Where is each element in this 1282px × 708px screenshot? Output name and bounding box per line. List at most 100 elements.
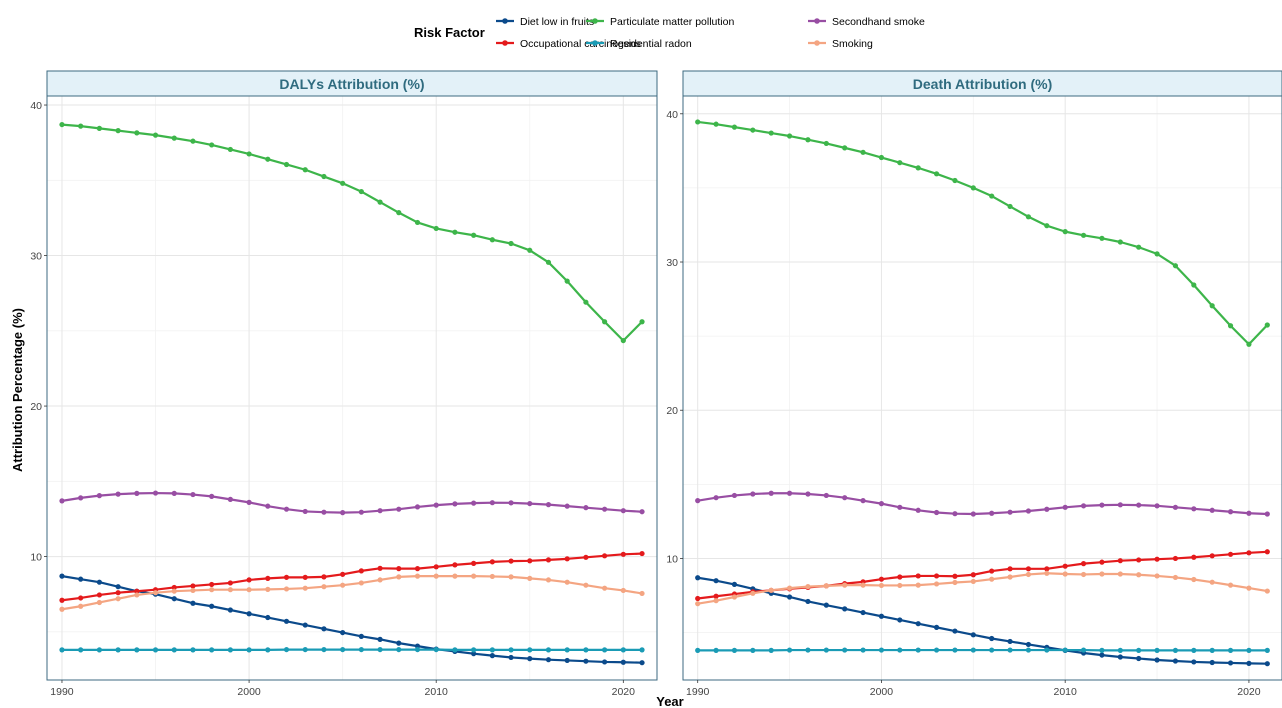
series-residential-radon xyxy=(59,646,645,653)
data-point xyxy=(134,647,140,653)
data-point xyxy=(321,509,327,515)
data-point xyxy=(283,161,290,168)
data-point xyxy=(695,119,701,125)
data-point xyxy=(952,579,958,586)
data-point xyxy=(527,247,533,253)
data-point xyxy=(842,582,848,588)
data-point xyxy=(878,501,885,507)
data-point xyxy=(396,640,402,646)
data-point xyxy=(190,587,196,594)
data-point xyxy=(96,599,102,606)
data-point xyxy=(190,600,196,606)
panel-dalys: DALYs Attribution (%) 10 20 30 40 1990 2000 201… xyxy=(30,70,658,698)
data-point xyxy=(59,121,65,128)
data-point xyxy=(1007,647,1013,653)
data-point xyxy=(227,146,233,153)
data-point xyxy=(246,587,252,593)
data-point xyxy=(414,566,421,572)
data-point xyxy=(989,193,995,199)
data-point xyxy=(358,580,364,586)
data-point xyxy=(59,573,65,579)
data-point xyxy=(1025,571,1032,578)
data-point xyxy=(1191,506,1197,512)
data-point xyxy=(152,132,159,138)
data-point xyxy=(246,611,252,617)
series-line xyxy=(697,572,1268,605)
data-point xyxy=(1099,559,1105,565)
data-point xyxy=(190,491,196,498)
data-point xyxy=(171,647,177,653)
x-tick-label: 1990 xyxy=(686,686,710,698)
data-point xyxy=(209,587,215,593)
y-tick-label: 10 xyxy=(30,552,42,564)
data-point xyxy=(1080,647,1087,653)
series-line xyxy=(61,123,643,342)
data-point xyxy=(321,626,327,632)
series-secondhand-smoke xyxy=(59,490,645,516)
legend-item-residential-radon: Residential radon xyxy=(586,38,692,50)
data-point xyxy=(396,646,402,653)
data-point xyxy=(545,502,552,508)
data-point xyxy=(583,299,589,305)
legend-key-point xyxy=(502,40,508,46)
data-point xyxy=(78,495,84,501)
data-point xyxy=(970,632,976,638)
data-point xyxy=(713,495,719,501)
data-point xyxy=(59,647,65,653)
data-point xyxy=(639,550,645,557)
data-point xyxy=(1191,659,1197,665)
data-point xyxy=(396,210,402,216)
data-point xyxy=(527,656,533,662)
data-point xyxy=(414,646,421,653)
data-point xyxy=(1007,566,1013,572)
data-point xyxy=(878,582,885,589)
data-point xyxy=(1191,647,1197,653)
data-point xyxy=(1209,553,1215,559)
data-point xyxy=(583,505,589,511)
data-point xyxy=(897,617,903,623)
data-point xyxy=(321,574,327,580)
data-point xyxy=(842,606,848,612)
data-point xyxy=(583,554,589,560)
data-point xyxy=(489,500,495,506)
data-point xyxy=(508,647,514,653)
data-point xyxy=(1080,503,1087,509)
data-point xyxy=(171,135,177,141)
data-point xyxy=(190,138,196,144)
data-point xyxy=(115,491,121,497)
data-point xyxy=(209,581,215,588)
data-point xyxy=(489,559,495,565)
data-point xyxy=(152,647,159,653)
data-point xyxy=(302,167,308,173)
legend-key-point xyxy=(814,40,820,46)
data-point xyxy=(602,647,608,653)
data-point xyxy=(321,646,327,653)
data-point xyxy=(989,510,995,516)
data-point xyxy=(933,647,940,653)
y-tick-label: 30 xyxy=(666,257,678,269)
data-point xyxy=(508,558,514,564)
data-point xyxy=(115,647,121,653)
data-point xyxy=(1227,647,1234,653)
data-point xyxy=(1117,571,1123,577)
data-point xyxy=(842,647,848,653)
data-point xyxy=(508,500,514,506)
data-point xyxy=(414,573,421,579)
legend-key-point xyxy=(502,18,508,24)
data-point xyxy=(1154,573,1160,579)
data-point xyxy=(1044,647,1050,653)
legend: Risk Factor Diet low in fruits Occupation… xyxy=(414,16,925,50)
data-point xyxy=(377,508,383,514)
data-point xyxy=(564,556,570,562)
data-point xyxy=(1154,556,1160,562)
legend-item-secondhand-smoke: Secondhand smoke xyxy=(808,16,925,28)
data-point xyxy=(713,647,719,653)
data-point xyxy=(452,229,458,235)
data-point xyxy=(1264,322,1270,328)
data-point xyxy=(508,574,514,580)
data-point xyxy=(1172,647,1179,653)
data-point xyxy=(508,654,514,661)
data-point xyxy=(265,586,271,592)
data-point xyxy=(489,237,495,243)
data-point xyxy=(952,511,958,517)
